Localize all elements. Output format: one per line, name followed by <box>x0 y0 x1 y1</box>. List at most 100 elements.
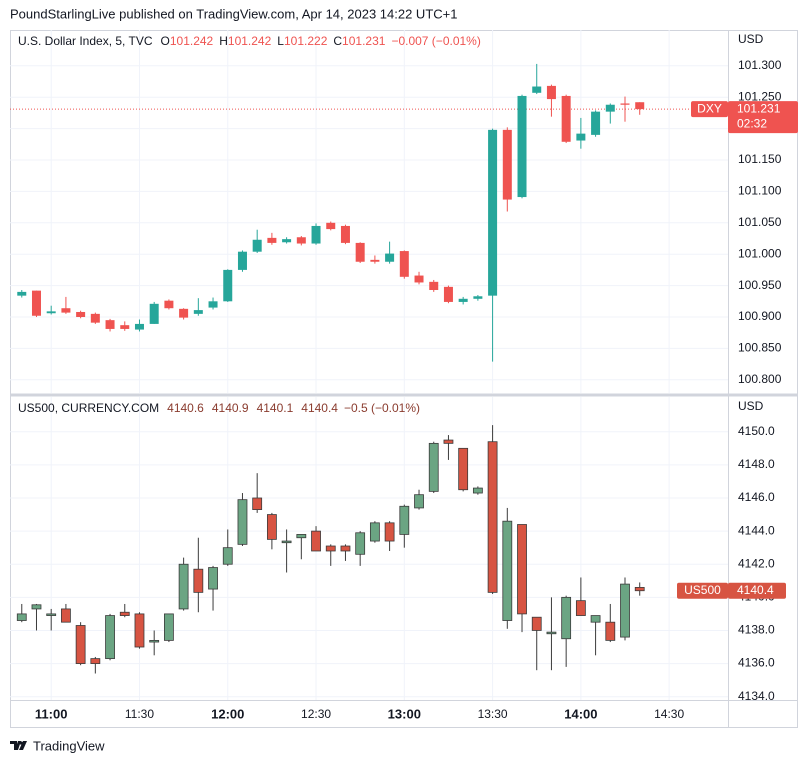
candle-body <box>105 320 115 329</box>
candle-body <box>384 522 395 542</box>
axis-unit: USD <box>738 399 764 413</box>
candle-body <box>620 583 630 638</box>
candle-body <box>46 613 57 616</box>
candle-body <box>531 616 542 631</box>
last-price-box <box>728 101 798 134</box>
candle-body <box>16 613 27 621</box>
ohlc-value: 4140.1 <box>257 401 294 415</box>
pane: 100.800 100.850 100.900 100.950 101.000 101.0… <box>10 30 798 393</box>
candle-body <box>90 658 101 664</box>
candle-body <box>164 300 174 309</box>
ohlc-label: O <box>161 34 170 48</box>
candle-body <box>355 532 366 555</box>
y-tick-label: 101.300 <box>738 58 782 72</box>
x-tick-label: 11:00 <box>35 706 68 721</box>
candle-body <box>561 95 571 142</box>
candle-body <box>620 103 630 105</box>
last-symbol: DXY <box>697 101 722 115</box>
y-tick-label: 101.150 <box>738 152 782 166</box>
candle-body <box>428 442 439 492</box>
ohlc-value: 101.242 <box>170 34 214 48</box>
candle-body <box>90 313 100 323</box>
candle-body <box>502 520 513 621</box>
x-tick-label: 13:30 <box>478 707 508 721</box>
candle-body <box>252 239 262 252</box>
legend-change: −0.007 (−0.01%) <box>391 34 480 48</box>
candle-body <box>193 568 204 593</box>
candle-body <box>443 286 453 302</box>
candle-body <box>222 547 233 565</box>
candle-body <box>472 487 483 494</box>
candle-body <box>370 259 380 262</box>
candle-body <box>517 524 527 615</box>
ohlc-value: 4140.6 <box>167 401 204 415</box>
candle-body <box>311 225 321 244</box>
brand: TradingView <box>33 738 105 753</box>
candle-body <box>178 563 189 610</box>
x-tick-label: 11:30 <box>125 707 154 721</box>
candle-body <box>502 129 512 200</box>
ohlc-value: 4140.9 <box>212 401 249 415</box>
logo-slash <box>19 741 27 750</box>
candle-body <box>237 251 247 270</box>
candle-body <box>326 222 336 230</box>
candle-body <box>61 308 71 313</box>
y-tick-label: 4148.0 <box>738 457 775 471</box>
legend-symbol: US500, CURRENCY.COM <box>18 401 159 415</box>
candle-body <box>120 325 130 329</box>
candle-body <box>488 129 498 296</box>
tradingview-logo: TradingView <box>10 738 105 753</box>
candle-body <box>635 102 645 110</box>
candle-body <box>532 86 542 93</box>
candle-body <box>340 225 350 243</box>
candle-body <box>399 251 409 277</box>
candle-body <box>473 296 483 299</box>
y-tick-label: 4138.0 <box>738 623 775 637</box>
axis-unit: USD <box>738 32 764 46</box>
publish-title: PoundStarlingLive published on TradingVi… <box>10 6 457 21</box>
ohlc-label: H <box>219 34 228 48</box>
y-tick-label: 4144.0 <box>738 523 775 537</box>
x-tick-label: 13:00 <box>388 706 421 721</box>
candle-body <box>590 615 601 623</box>
ohlc-value: 101.242 <box>228 34 272 48</box>
candle-body <box>458 447 469 491</box>
y-tick-label: 4134.0 <box>738 689 775 703</box>
logo-icon <box>10 741 21 750</box>
candle-body <box>267 237 277 243</box>
candle-body <box>517 95 527 198</box>
candle-body <box>414 494 424 509</box>
candle-body <box>149 639 160 643</box>
x-tick-label: 12:00 <box>211 706 244 721</box>
legend-symbol: U.S. Dollar Index, 5, TVC <box>18 34 153 48</box>
candle-body <box>31 290 41 316</box>
last-symbol-box <box>691 101 728 118</box>
candle-body <box>31 604 42 610</box>
candle-body <box>340 545 351 552</box>
candle-body <box>237 499 248 545</box>
candle-body <box>546 85 556 100</box>
candle-body <box>576 133 586 141</box>
pane: 4134.04136.04138.04140.04142.04144.04146… <box>10 397 786 703</box>
ohlc-value: 101.231 <box>342 34 386 48</box>
candle-body <box>119 611 130 616</box>
last-price: 101.231 <box>737 101 781 115</box>
candle-body <box>487 441 498 593</box>
candle-body <box>458 298 468 302</box>
candle-body <box>179 308 189 318</box>
y-tick-label: 101.100 <box>738 184 782 198</box>
candle-body <box>634 587 645 592</box>
candle-body <box>591 111 601 135</box>
candle-body <box>208 301 218 308</box>
x-tick-label: 12:30 <box>301 707 331 721</box>
y-tick-label: 100.950 <box>738 278 782 292</box>
y-tick-label: 100.900 <box>738 309 782 323</box>
candle-body <box>46 311 56 314</box>
candle-body <box>266 514 277 540</box>
legend: U.S. Dollar Index, 5, TVC O101.242 H101.24… <box>18 34 481 48</box>
last-symbol: US500 <box>684 583 721 597</box>
y-tick-label: 101.000 <box>738 246 782 260</box>
y-tick-label: 4146.0 <box>738 490 775 504</box>
candle-body <box>385 253 395 262</box>
